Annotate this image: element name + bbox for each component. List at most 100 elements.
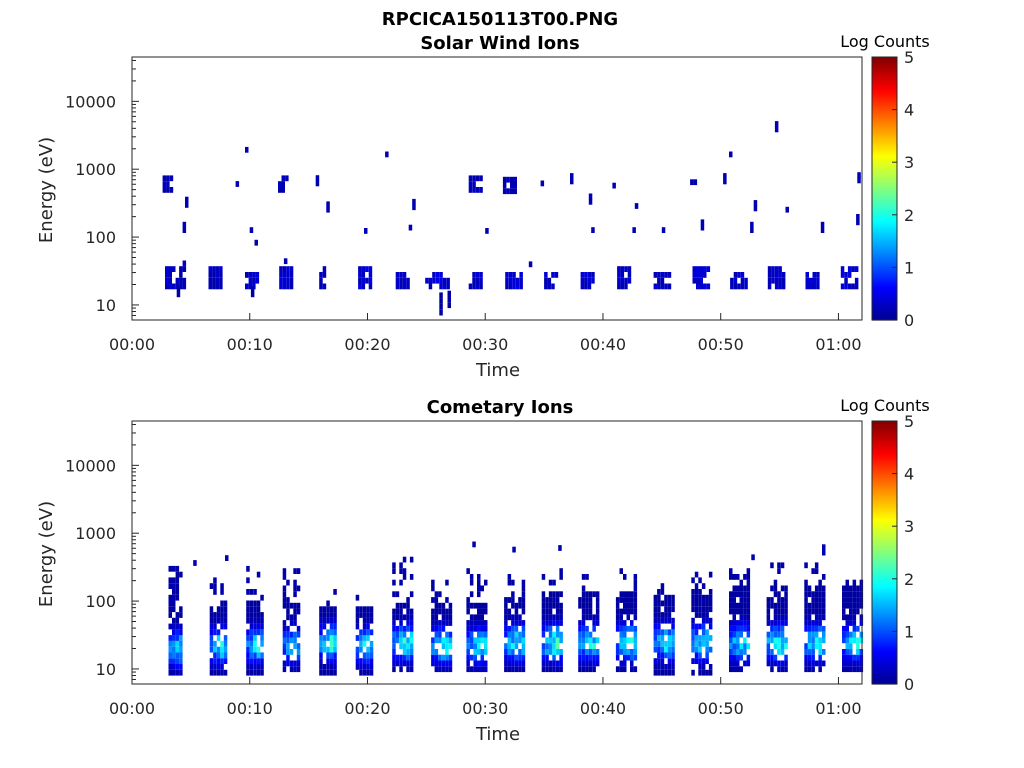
spectrogram-cell [842, 608, 846, 615]
spectrogram-cell [822, 631, 826, 638]
spectrogram-cell [286, 654, 290, 661]
spectrogram-cell [223, 658, 228, 664]
spectrogram-cell [514, 654, 519, 661]
spectrogram-cell [705, 669, 709, 676]
spectrogram-cell [657, 640, 661, 647]
spectrogram-cell [784, 597, 788, 603]
spectrogram-cell [701, 583, 706, 589]
spectrogram-cell [732, 631, 736, 638]
spectrogram-cell [333, 652, 337, 659]
spectrogram-cell [514, 637, 519, 644]
spectrogram-cell [770, 666, 774, 673]
spectrogram-cell [548, 608, 553, 615]
colorbar-segment [872, 494, 897, 498]
spectrogram-cell [657, 664, 661, 670]
y-tick-label: 10000 [65, 92, 116, 111]
spectrogram-cell [814, 643, 819, 649]
spectrogram-cell [559, 660, 563, 667]
spectrogram-cell [286, 608, 290, 615]
spectrogram-cell [223, 635, 228, 641]
spectrogram-cell [362, 652, 367, 659]
spectrogram-cell [169, 187, 174, 193]
spectrogram-cell [260, 612, 264, 618]
colorbar-segment [872, 437, 897, 441]
colorbar-segment [872, 482, 897, 486]
spectrogram-cell [770, 654, 774, 661]
colorbar-segment [872, 295, 897, 298]
spectrogram-cell [705, 646, 709, 653]
colorbar-segment [872, 612, 897, 615]
colorbar-segment [872, 657, 897, 660]
spectrogram-cell [667, 283, 672, 290]
colorbar-segment [872, 289, 897, 292]
spectrogram-cell [693, 179, 698, 186]
spectrogram-cell [326, 669, 330, 676]
spectrogram-cell [256, 571, 261, 578]
spectrogram-cell [293, 585, 297, 592]
spectrogram-cell [246, 612, 250, 618]
spectrogram-cell [319, 629, 323, 636]
spectrogram-cell [282, 277, 287, 284]
spectrogram-cell [809, 277, 813, 284]
spectrogram-cell [521, 666, 526, 673]
spectrogram-cell [179, 612, 183, 618]
spectrogram-cell [359, 635, 363, 641]
spectrogram-cell [664, 652, 668, 659]
spectrogram-cell [657, 606, 661, 613]
spectrogram-cell [623, 608, 627, 615]
spectrogram-cell [319, 623, 323, 630]
spectrogram-cell [362, 612, 367, 618]
spectrogram-cell [172, 600, 176, 607]
spectrogram-cell [355, 617, 360, 624]
spectrogram-cell [653, 612, 658, 618]
spectrogram-cell [179, 635, 183, 641]
spectrogram-cell [289, 277, 294, 284]
spectrogram-cell [694, 571, 699, 578]
spectrogram-cell [746, 625, 751, 632]
spectrogram-cell [477, 631, 481, 638]
spectrogram-cell [653, 594, 658, 601]
colorbar-frame [871, 420, 898, 685]
spectrogram-cell [439, 303, 443, 310]
colorbar-segment [872, 67, 897, 70]
spectrogram-cell [588, 597, 593, 603]
spectrogram-cell [249, 646, 254, 653]
spectrogram-cell [322, 635, 327, 641]
spectrogram-cell [701, 594, 706, 601]
spectrogram-cell [811, 631, 815, 638]
spectrogram-cell [402, 568, 407, 574]
spectrogram-cell [851, 266, 855, 272]
spectrogram-cell [366, 623, 370, 630]
spectrogram-cell [289, 266, 294, 272]
colorbar-segment [872, 243, 897, 247]
spectrogram-cell [705, 594, 709, 601]
spectrogram-cell [448, 660, 453, 667]
spectrogram-cell [660, 669, 665, 676]
spectrogram-cell [477, 602, 481, 609]
spectrogram-cell [555, 643, 560, 649]
spectrogram-cell [691, 606, 695, 613]
spectrogram-cell [771, 272, 775, 278]
spectrogram-cell [286, 579, 290, 586]
spectrogram-cell [777, 625, 781, 632]
spectrogram-point [254, 239, 258, 246]
spectrogram-cell [434, 591, 439, 598]
spectrogram-cell [365, 277, 369, 284]
spectrogram-cell [399, 620, 403, 626]
spectrogram-cell [733, 277, 738, 284]
spectrogram-cell [326, 600, 330, 607]
spectrogram-cell [466, 631, 470, 638]
spectrogram-cell [507, 631, 512, 638]
spectrogram-cell [555, 625, 560, 632]
spectrogram-cell [633, 608, 638, 615]
spectrogram-cell [409, 631, 414, 638]
spectrogram-cell [514, 660, 519, 667]
spectrogram-cell [168, 623, 172, 630]
spectrogram-cell [260, 629, 264, 636]
spectrogram-cell [289, 631, 294, 638]
spectrogram-cell [592, 637, 596, 644]
x-tick-label: 00:00 [109, 699, 155, 718]
spectrogram-cell [767, 266, 772, 272]
spectrogram-cell [473, 660, 477, 667]
spectrogram-cell [555, 666, 560, 673]
